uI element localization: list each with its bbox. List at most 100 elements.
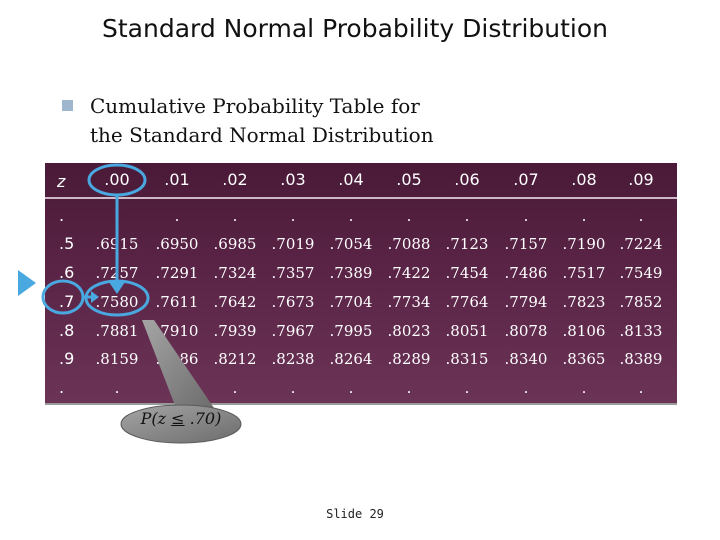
table-cell: . — [348, 207, 354, 225]
table-cell: .8133 — [619, 322, 663, 340]
table-cell: .7019 — [271, 235, 315, 253]
table-cell: .7324 — [213, 264, 257, 282]
table-cell: .8389 — [619, 350, 663, 368]
column-header: .04 — [338, 170, 364, 189]
z-header: z — [57, 172, 66, 191]
row-z-label: .8 — [59, 321, 75, 340]
table-cell: . — [406, 379, 412, 397]
row-highlight-circle — [41, 279, 85, 315]
table-cell: .7454 — [445, 264, 489, 282]
callout-suffix: .70) — [184, 409, 222, 428]
table-cell: . — [638, 379, 644, 397]
table-cell: .7190 — [562, 235, 606, 253]
value-highlight-circle — [84, 279, 150, 317]
row-z-label: .7 — [59, 292, 75, 311]
table-cell: . — [232, 379, 238, 397]
table-cell: .7549 — [619, 264, 663, 282]
table-cell: .7291 — [155, 264, 199, 282]
table-cell: .8264 — [329, 350, 373, 368]
column-header: .03 — [280, 170, 306, 189]
table-cell: .8078 — [504, 322, 548, 340]
table-cell: . — [523, 207, 529, 225]
column-arrow-head — [109, 282, 125, 294]
table-cell: . — [464, 207, 470, 225]
table-cell: .7422 — [387, 264, 431, 282]
table-cell: . — [406, 207, 412, 225]
table-cell: .7123 — [445, 235, 489, 253]
column-header: .02 — [222, 170, 248, 189]
table-cell: .7157 — [504, 235, 548, 253]
table-cell: .6985 — [213, 235, 257, 253]
table-cell: .8023 — [387, 322, 431, 340]
table-cell: .7794 — [504, 293, 548, 311]
row-z-label: .5 — [59, 234, 75, 253]
column-header: .07 — [513, 170, 539, 189]
table-cell: . — [232, 207, 238, 225]
table-cell: .7611 — [155, 293, 199, 311]
bullet-line-1: Cumulative Probability Table for — [90, 94, 420, 118]
table-cell: . — [290, 379, 296, 397]
bullet-text: Cumulative Probability Table for the Sta… — [90, 92, 434, 150]
table-cell: .8340 — [504, 350, 548, 368]
table-cell: .7054 — [329, 235, 373, 253]
table-cell: .7088 — [387, 235, 431, 253]
header-divider — [45, 197, 677, 199]
table-cell: .7580 — [95, 293, 139, 311]
table-cell: .8212 — [213, 350, 257, 368]
row-pointer-icon — [18, 270, 36, 296]
callout-symbol: ≤ — [171, 409, 185, 428]
table-cell: . — [290, 207, 296, 225]
row-z-label: . — [59, 378, 65, 397]
table-cell: .8159 — [95, 350, 139, 368]
table-cell: .7704 — [329, 293, 373, 311]
row-z-label: .6 — [59, 263, 75, 282]
table-cell: .7939 — [213, 322, 257, 340]
column-header: .05 — [396, 170, 422, 189]
cumulative-probability-table: z .00 .01 .02 .03 .04 .05 .06 .07 .08 .09.........… — [45, 163, 677, 405]
callout-bubble — [120, 404, 242, 444]
callout-prefix: P(z — [140, 409, 172, 428]
row-z-label: .9 — [59, 349, 75, 368]
bullet-line-2: the Standard Normal Distribution — [90, 123, 434, 147]
table-cell: .6950 — [155, 235, 199, 253]
column-header: .06 — [454, 170, 480, 189]
table-cell: . — [348, 379, 354, 397]
table-cell: .7486 — [504, 264, 548, 282]
table-cell: . — [523, 379, 529, 397]
table-cell: . — [114, 379, 120, 397]
table-cell: .8238 — [271, 350, 315, 368]
table-cell: . — [581, 379, 587, 397]
table-cell: .7881 — [95, 322, 139, 340]
column-header: .08 — [571, 170, 597, 189]
table-cell: .7389 — [329, 264, 373, 282]
table-cell: .7224 — [619, 235, 663, 253]
table-cell: . — [638, 207, 644, 225]
table-cell: .8315 — [445, 350, 489, 368]
slide-number: Slide 29 — [326, 507, 384, 521]
table-cell: .7852 — [619, 293, 663, 311]
column-highlight-circle — [87, 163, 147, 197]
callout-text: P(z ≤ .70) — [118, 409, 244, 428]
table-cell: .7910 — [155, 322, 199, 340]
table-cell: . — [581, 207, 587, 225]
table-cell: .7734 — [387, 293, 431, 311]
table-cell: . — [174, 207, 180, 225]
slide-title: Standard Normal Probability Distribution — [101, 14, 609, 43]
table-cell: .8051 — [445, 322, 489, 340]
table-cell: .7995 — [329, 322, 373, 340]
row-z-label: . — [59, 206, 65, 225]
table-cell: .8106 — [562, 322, 606, 340]
table-cell: .8365 — [562, 350, 606, 368]
table-cell: . — [464, 379, 470, 397]
table-cell: .8289 — [387, 350, 431, 368]
table-cell: .7764 — [445, 293, 489, 311]
table-cell: .7967 — [271, 322, 315, 340]
table-cell: .7517 — [562, 264, 606, 282]
column-header: .01 — [164, 170, 190, 189]
column-header: .00 — [104, 170, 130, 189]
table-cell: .7357 — [271, 264, 315, 282]
table-cell: .7823 — [562, 293, 606, 311]
bullet-square-icon — [62, 100, 73, 111]
row-arrow-head — [91, 291, 99, 303]
